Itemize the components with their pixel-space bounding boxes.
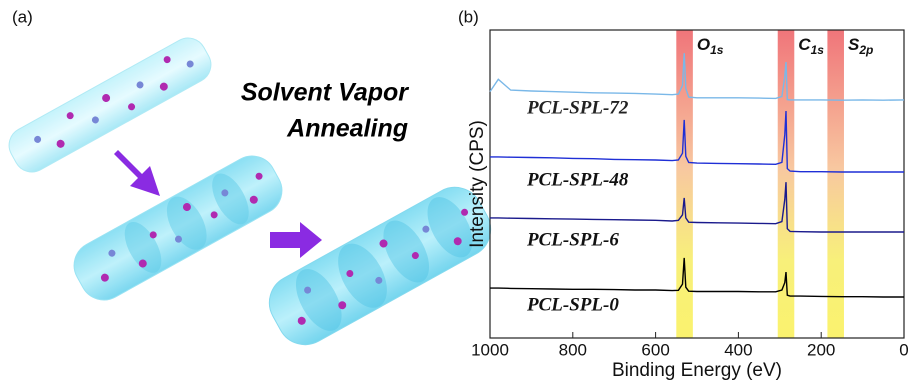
tube-annealing [73,155,283,301]
peak-label: S2p [848,35,873,57]
y-axis-title: Intensity (CPS) [467,120,488,248]
process-title: Solvent Vapor [241,79,409,107]
series-label: PCL-SPL-6 [526,229,619,250]
panel-label: (b) [458,7,479,26]
peak-label-main: C [798,35,811,54]
x-tick-label: 0 [899,340,908,359]
spectrum-line [489,53,905,101]
peak-label: O1s [697,35,724,57]
peak-band [676,30,693,338]
peak-label-sub: 1s [710,43,724,57]
peak-label-main: S [848,35,860,54]
x-tick-label: 200 [807,340,835,359]
x-axis-title: Binding Energy (eV) [612,360,782,381]
series-label: PCL-SPL-0 [526,294,619,315]
tube-annealed [268,186,492,346]
spectrum-line [490,110,904,173]
tube-pristine [8,37,212,173]
peak-label: C1s [798,35,824,57]
x-tick-label: 1000 [471,340,509,359]
plot-frame [489,29,905,339]
series-label: PCL-SPL-72 [526,97,629,118]
spectrum-line [490,182,904,233]
illustration: (a) [8,7,492,346]
arrow [114,150,160,196]
x-tick-label: 600 [641,340,669,359]
peak-band [827,30,844,338]
series-label: PCL-SPL-48 [526,169,629,190]
panel-label: (a) [12,7,33,26]
x-tick-label: 800 [559,340,587,359]
arrow [270,222,322,258]
process-title: Annealing [286,115,408,143]
spectrum-line [490,257,904,298]
x-tick-label: 400 [724,340,752,359]
peak-label-main: O [697,35,710,54]
peak-label-sub: 2p [858,43,873,57]
peak-label-sub: 1s [811,43,825,57]
